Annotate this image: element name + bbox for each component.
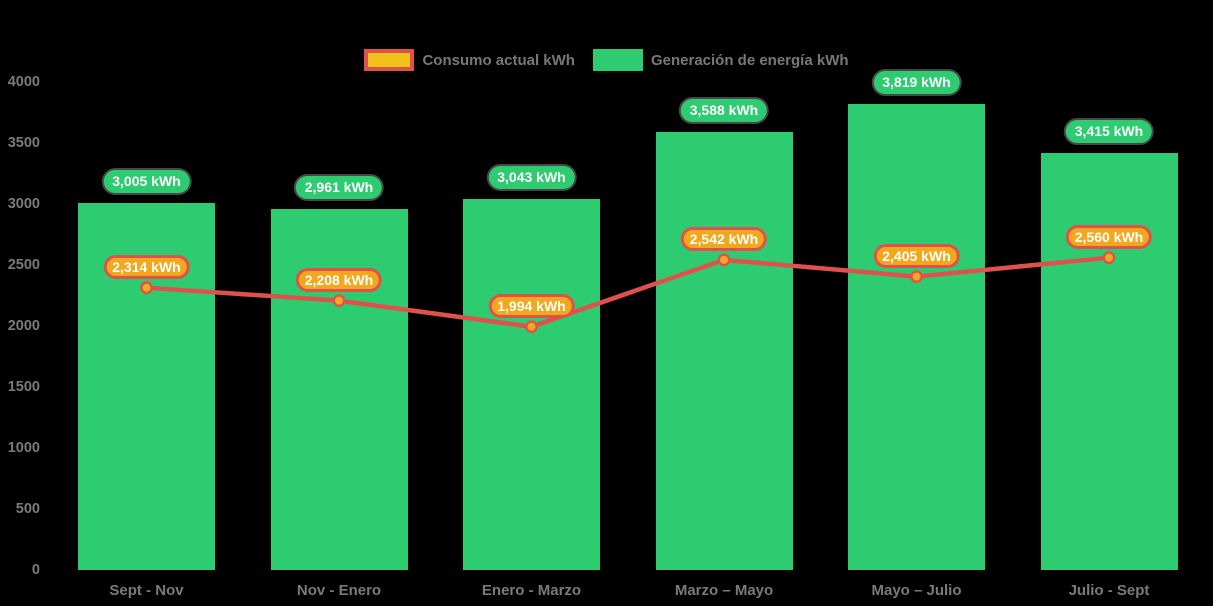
legend: Consumo actual kWh Generación de energía… bbox=[0, 49, 1213, 71]
consumption-line bbox=[146, 255, 1110, 329]
generation-value-label: 3,005 kWh bbox=[103, 170, 190, 194]
generation-bar[interactable] bbox=[655, 132, 793, 570]
consumption-line-point[interactable] bbox=[140, 281, 153, 295]
consumption-value-label: 2,314 kWh bbox=[103, 254, 190, 279]
x-axis-label: Mayo – Julio bbox=[871, 582, 962, 599]
x-axis-label: Sept - Nov bbox=[109, 582, 184, 599]
y-axis-tick-label: 1500 bbox=[7, 379, 40, 395]
consumption-line-point[interactable] bbox=[717, 253, 731, 267]
y-axis-tick-label: 0 bbox=[31, 562, 40, 578]
y-axis-tick-label: 500 bbox=[15, 501, 40, 517]
x-axis-label: Marzo – Mayo bbox=[674, 582, 774, 599]
consumption-value-label: 2,542 kWh bbox=[680, 226, 768, 251]
consumption-line-point[interactable] bbox=[1102, 251, 1116, 265]
generation-bar[interactable] bbox=[463, 198, 600, 570]
consumption-line-point[interactable] bbox=[525, 320, 538, 334]
generation-bar[interactable] bbox=[848, 104, 985, 570]
generation-value-label: 3,415 kWh bbox=[1065, 120, 1153, 144]
y-axis-tick-label: 2500 bbox=[7, 257, 40, 273]
y-axis-tick-label: 3500 bbox=[7, 135, 40, 151]
x-axis-label: Julio - Sept bbox=[1068, 582, 1150, 599]
generation-value-label: 3,043 kWh bbox=[488, 165, 575, 189]
consumption-line-point[interactable] bbox=[910, 270, 923, 283]
legend-item-generation[interactable]: Generación de energía kWh bbox=[592, 49, 849, 71]
consumption-value-label: 2,405 kWh bbox=[873, 243, 960, 268]
consumption-value-label: 2,208 kWh bbox=[295, 267, 383, 292]
x-axis-label: Enero - Marzo bbox=[481, 582, 582, 599]
generation-value-label: 2,961 kWh bbox=[295, 175, 383, 199]
legend-label-consumption: Consumo actual kWh bbox=[422, 51, 575, 69]
generation-bar[interactable] bbox=[1040, 153, 1178, 570]
consumption-value-label: 2,560 kWh bbox=[1065, 224, 1153, 249]
generation-value-label: 3,819 kWh bbox=[873, 71, 960, 95]
consumption-swatch-icon bbox=[364, 49, 415, 71]
consumption-value-label: 1,994 kWh bbox=[488, 293, 575, 318]
generation-swatch-icon bbox=[592, 49, 643, 71]
y-axis-tick-label: 4000 bbox=[7, 74, 40, 90]
consumption-line-point[interactable] bbox=[332, 294, 346, 308]
y-axis-tick-label: 3000 bbox=[7, 196, 40, 212]
legend-item-consumption[interactable]: Consumo actual kWh bbox=[364, 49, 575, 71]
y-axis-tick-label: 2000 bbox=[7, 318, 40, 334]
legend-label-generation: Generación de energía kWh bbox=[650, 51, 849, 69]
generation-value-label: 3,588 kWh bbox=[680, 99, 768, 123]
y-axis-tick-label: 1000 bbox=[7, 440, 40, 456]
x-axis-label: Nov - Enero bbox=[296, 582, 382, 599]
